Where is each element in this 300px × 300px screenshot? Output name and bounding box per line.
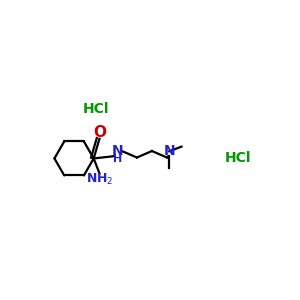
Text: H: H xyxy=(113,154,123,164)
Text: N: N xyxy=(164,144,175,158)
Text: HCl: HCl xyxy=(225,152,251,165)
Text: NH$_2$: NH$_2$ xyxy=(86,172,113,188)
Text: O: O xyxy=(93,125,106,140)
Text: HCl: HCl xyxy=(83,102,109,116)
Text: N: N xyxy=(112,144,124,158)
